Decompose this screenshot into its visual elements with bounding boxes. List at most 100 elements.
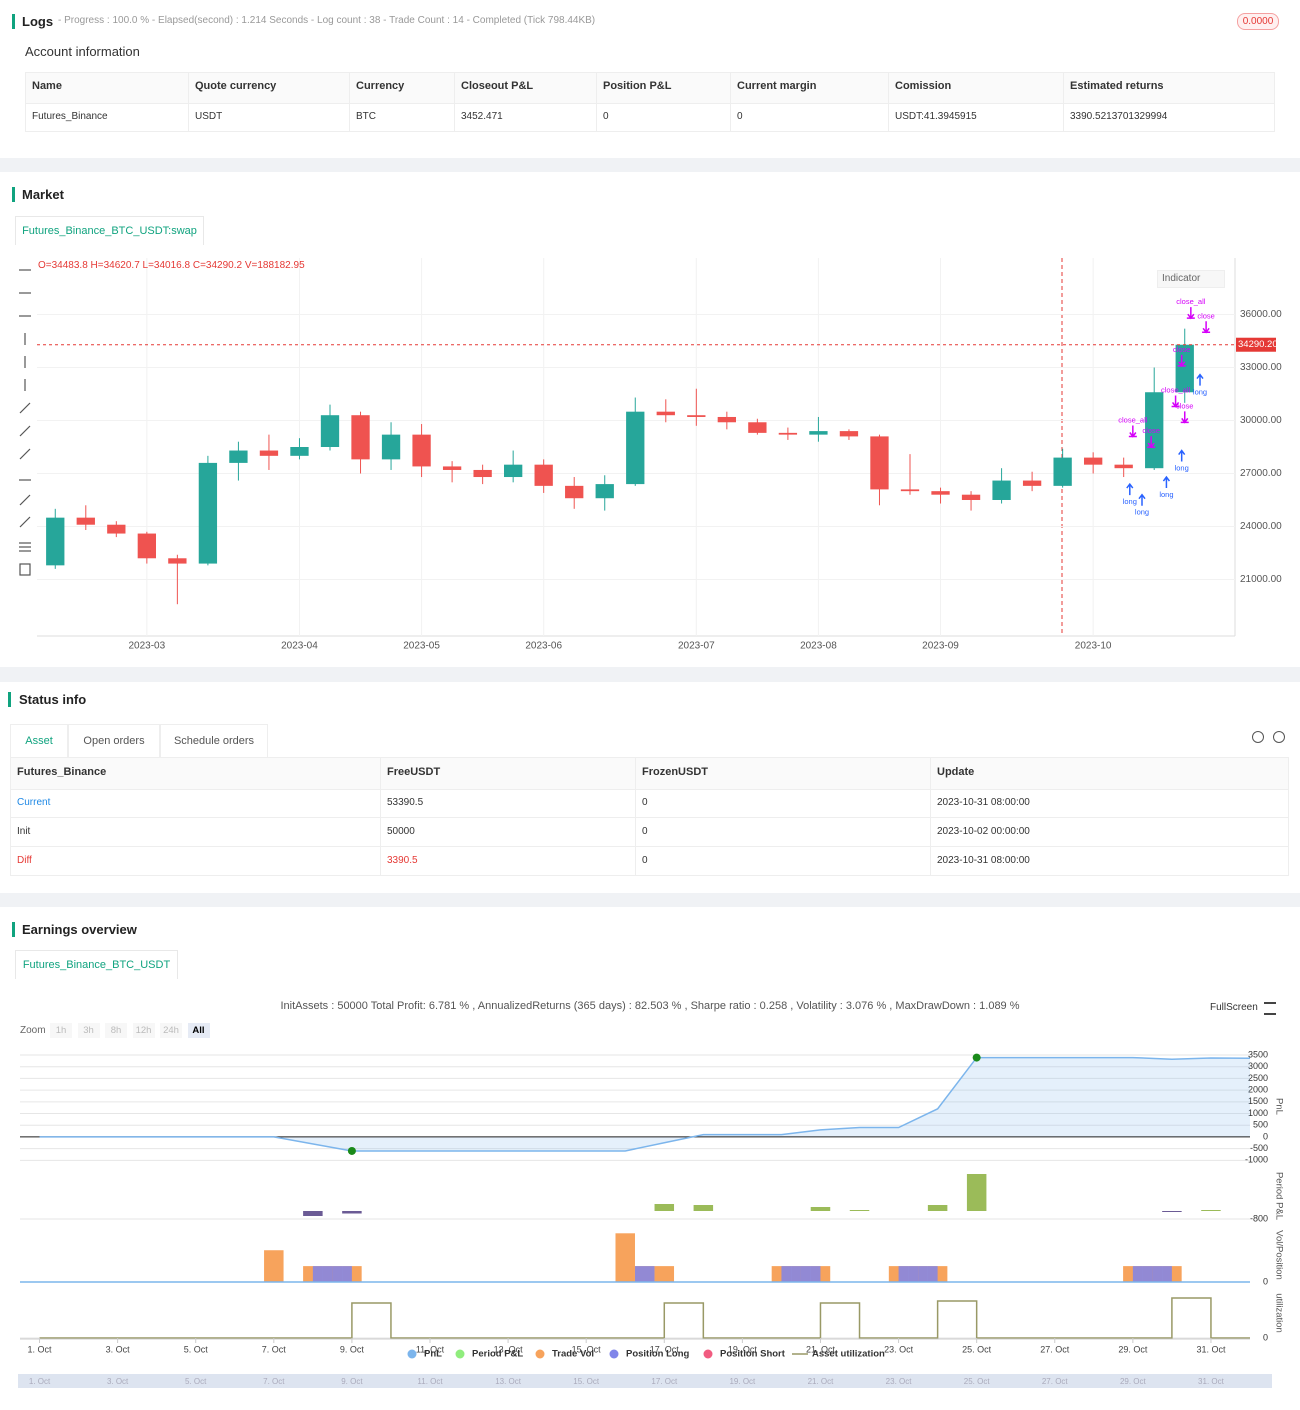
trade-label: close [1142, 426, 1160, 435]
y-tick-label: 0 [1263, 1131, 1268, 1141]
candle-body [1175, 344, 1194, 393]
navigator-label: 29. Oct [1120, 1377, 1147, 1386]
tab[interactable]: Futures_Binance_BTC_USDT [15, 950, 178, 979]
table-cell: 3390.5213701329994 [1070, 110, 1168, 122]
trade-arrow [1202, 321, 1211, 334]
indicator-button[interactable]: Indicator [1157, 270, 1225, 288]
bar [927, 1205, 948, 1211]
trade-label: close [1176, 401, 1194, 410]
extreme-marker [972, 1053, 981, 1062]
section-title: Earnings overview [22, 922, 137, 937]
trade-arrow [1138, 493, 1146, 506]
bar [303, 1211, 323, 1216]
tab[interactable]: Open orders [68, 724, 160, 757]
bar [635, 1266, 655, 1282]
y-axis-title: Period P&L [1273, 1172, 1284, 1220]
x-tick-label: 21. Oct [806, 1344, 836, 1354]
column-header: Quote currency [195, 80, 277, 92]
navigator[interactable] [18, 1374, 1272, 1388]
candle-body [320, 415, 340, 447]
zoom-button[interactable]: 1h [50, 1023, 72, 1038]
zoom-button[interactable]: 8h [105, 1023, 127, 1038]
table-cell: USDT [195, 110, 223, 122]
table-cell: 3452.471 [461, 110, 503, 122]
navigator-label: 31. Oct [1198, 1377, 1225, 1386]
candle-body [442, 466, 462, 470]
table-row [10, 788, 1289, 818]
zoom-button[interactable]: All [187, 1023, 210, 1038]
candle-body [992, 480, 1011, 500]
menu-icon[interactable] [1264, 1002, 1276, 1015]
x-tick-label: 29. Oct [1118, 1344, 1148, 1354]
table-cell: Init [17, 825, 31, 837]
column-divider [349, 72, 350, 131]
legend-label[interactable]: Asset utilization [812, 1349, 885, 1360]
navigator-label: 23. Oct [886, 1377, 913, 1386]
candle-body [534, 464, 553, 486]
y-tick-label: -1000 [1245, 1155, 1268, 1165]
table-cell: 0 [642, 825, 648, 837]
zoom-button[interactable]: 3h [77, 1023, 100, 1038]
y-tick-label: 0 [1263, 1332, 1268, 1342]
candle-body [351, 415, 370, 460]
column-divider [596, 72, 597, 131]
column-divider [380, 757, 381, 875]
bar [312, 1266, 333, 1282]
y-tick-label: 2500 [1248, 1073, 1268, 1083]
bar [342, 1211, 362, 1214]
candle-body [931, 491, 950, 495]
legend-label[interactable]: PnL [424, 1349, 442, 1360]
table-row [25, 102, 1275, 132]
candle-body [809, 431, 828, 435]
legend-symbol [609, 1349, 619, 1359]
icon-button[interactable] [1273, 731, 1285, 743]
fullscreen-button[interactable]: FullScreen [1210, 1002, 1258, 1013]
table-cell: 50000 [387, 825, 415, 837]
candle-body [473, 469, 492, 478]
table-header-bg [10, 757, 1289, 790]
icon-button[interactable] [1252, 731, 1264, 743]
trade-label: long [1135, 508, 1149, 517]
column-header: Currency [356, 80, 405, 92]
table-cell: USDT:41.3945915 [895, 110, 977, 122]
column-header: FrozenUSDT [642, 765, 708, 778]
legend-label[interactable]: Position Long [626, 1349, 690, 1360]
candle-body [107, 524, 126, 534]
y-axis-title: utilization [1273, 1293, 1284, 1333]
earnings-summary: InitAssets : 50000 Total Profit: 6.781 %… [280, 1000, 1020, 1012]
y-axis-title: PnL [1273, 1098, 1284, 1115]
zoom-button[interactable]: 12h [132, 1023, 155, 1038]
navigator-label: 9. Oct [341, 1377, 363, 1386]
bar [810, 1207, 831, 1211]
logs-summary: - Progress : 100.0 % - Elapsed(second) :… [58, 15, 596, 26]
drawing-toolbar[interactable] [19, 269, 31, 576]
pnl-line [39, 1056, 1251, 1152]
legend-label[interactable]: Period P&L [472, 1349, 523, 1360]
y-tick-label: 0 [1263, 1276, 1268, 1286]
table-cell: 0 [737, 110, 743, 122]
legend-label[interactable]: Position Short [720, 1349, 786, 1360]
column-header: Comission [895, 80, 952, 92]
candle-body [839, 431, 859, 437]
pnl-area [39, 1057, 1251, 1151]
y-tick-label: 24000.00 [1240, 521, 1282, 532]
x-tick-label: 2023-06 [525, 641, 562, 652]
last-price-box [1236, 337, 1276, 352]
trade-label: long [1123, 497, 1137, 506]
x-tick-label: 2023-03 [128, 641, 165, 652]
x-tick-label: 2023-07 [678, 641, 715, 652]
trade-arrow [1177, 354, 1186, 368]
column-header: FreeUSDT [387, 765, 441, 778]
y-tick-label: -800 [1250, 1213, 1268, 1223]
tab[interactable]: Schedule orders [160, 724, 268, 757]
table-cell: 2023-10-02 00:00:00 [937, 825, 1030, 837]
legend-label[interactable]: Trade Vol [552, 1349, 594, 1360]
tab[interactable]: Asset [10, 724, 68, 757]
candle-body [412, 434, 431, 467]
section-marker [8, 692, 11, 707]
tab[interactable]: Futures_Binance_BTC_USDT:swap [15, 216, 204, 245]
zoom-button[interactable]: 24h [160, 1023, 182, 1038]
navigator-label: 25. Oct [964, 1377, 991, 1386]
candle-body [1053, 457, 1072, 486]
y-tick-label: -500 [1250, 1143, 1268, 1153]
